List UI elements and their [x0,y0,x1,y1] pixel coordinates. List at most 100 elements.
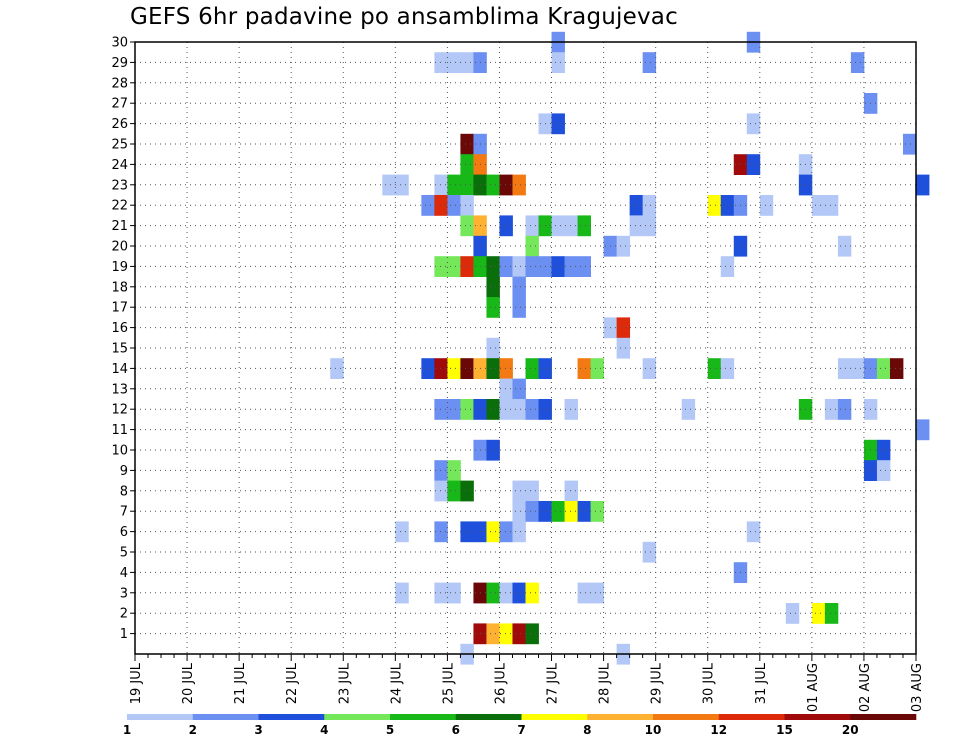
heatmap-cell [707,195,722,216]
heatmap-cell [512,521,526,543]
legend-label: 15 [776,723,793,737]
heatmap-cell [486,256,500,277]
heatmap-cell [577,501,591,522]
heatmap-cell [876,358,891,379]
heatmap-cell [785,603,800,624]
legend-swatch [127,714,194,720]
y-tick-label: 3 [120,586,128,601]
heatmap-cell [824,603,839,624]
legend-label: 5 [386,723,394,737]
heatmap-cell [616,235,631,257]
heatmap-cell [642,52,657,73]
heatmap-cell [395,174,409,196]
legend-label: 12 [710,723,727,737]
heatmap-cell [434,174,448,196]
heatmap-cell [759,195,774,216]
legend-label: 20 [842,723,859,737]
legend-swatch [850,714,917,720]
legend-label: 6 [452,723,460,737]
y-tick-label: 12 [111,403,128,418]
heatmap-cell [577,582,591,604]
heatmap-cell [460,133,474,155]
heatmap-cell [577,256,591,277]
heatmap-cell [499,582,513,604]
heatmap-cell [642,541,657,563]
heatmap-cell [460,358,474,379]
y-tick-label: 20 [111,240,128,255]
heatmap-cell [512,480,526,502]
heatmap-cell [395,521,409,543]
heatmap-cell [434,521,448,543]
y-tick-label: 29 [111,56,128,71]
x-axis: 19 JUL 20 JUL 21 JUL 22 JUL 23 JUL 24 JUL 25 J… [129,654,925,712]
x-tick-label: 22 JUL [285,662,300,704]
y-tick-label: 8 [120,484,128,499]
heatmap-cell [824,195,839,216]
heatmap-cell [499,399,513,420]
heatmap-cell [564,215,578,237]
heatmap-cell [421,195,435,216]
heatmap-cell [434,358,448,379]
x-tick-label: 02 AUG [858,663,873,712]
heatmap-cell [499,256,513,277]
heatmap-cell [434,52,448,73]
heatmap-cell [525,215,539,237]
heatmap-cell [460,256,474,277]
legend-label: 7 [517,723,525,737]
x-tick-label: 25 JUL [441,662,456,704]
y-tick-label: 7 [120,505,128,520]
heatmap-cell [512,501,526,522]
y-tick-label: 22 [111,199,128,214]
heatmap-cell [551,52,565,73]
heatmap-cell [746,113,761,135]
heatmap-cell [681,399,696,420]
y-tick-label: 5 [120,546,128,561]
heatmap-cell [590,358,604,379]
heatmap-cell [460,52,474,73]
legend-swatch [390,714,457,720]
legend-label: 4 [320,723,328,737]
heatmap-cell [512,399,526,420]
heatmap-cell [551,501,565,522]
y-tick-label: 14 [111,362,128,377]
y-tick-label: 11 [111,423,128,438]
heatmap-cell [720,256,735,277]
heatmap-cell [447,480,461,502]
y-tick-label: 13 [111,382,128,397]
heatmap-cell [525,399,539,420]
heatmap-cell [499,521,513,543]
heatmap-cell [590,501,604,522]
y-tick-label: 28 [111,76,128,91]
heatmap-cell [525,501,539,522]
heatmap-cell [564,480,578,502]
legend-swatch [784,714,851,720]
heatmap-cell [486,582,500,604]
heatmap-cell [577,215,591,237]
heatmap-cell [486,297,500,318]
y-tick-label: 10 [111,444,128,459]
legend-label: 10 [645,723,662,737]
heatmap-cell [447,358,461,379]
chart-title: GEFS 6hr padavine po ansamblima Kragujev… [130,4,678,30]
heatmap-cell [512,297,526,318]
legend-swatch [324,714,391,720]
heatmap-cell [512,378,526,400]
legend-label: 1 [123,723,131,737]
y-tick-label: 24 [111,158,128,173]
heatmap-cell [746,154,761,175]
heatmap-cell [486,358,500,379]
heatmap-cell [460,215,474,237]
y-tick-label: 9 [120,464,128,479]
heatmap-cell [460,480,474,502]
heatmap-cell [564,501,578,522]
y-tick-label: 26 [111,117,128,132]
heatmap-cell [837,358,852,379]
heatmap-cell [642,195,657,216]
y-tick-label: 2 [120,607,128,622]
heatmap-cell [434,582,448,604]
heatmap-cell [421,358,435,379]
heatmap-cell [707,358,722,379]
heatmap-cell [382,174,396,196]
heatmap-cell [551,215,565,237]
